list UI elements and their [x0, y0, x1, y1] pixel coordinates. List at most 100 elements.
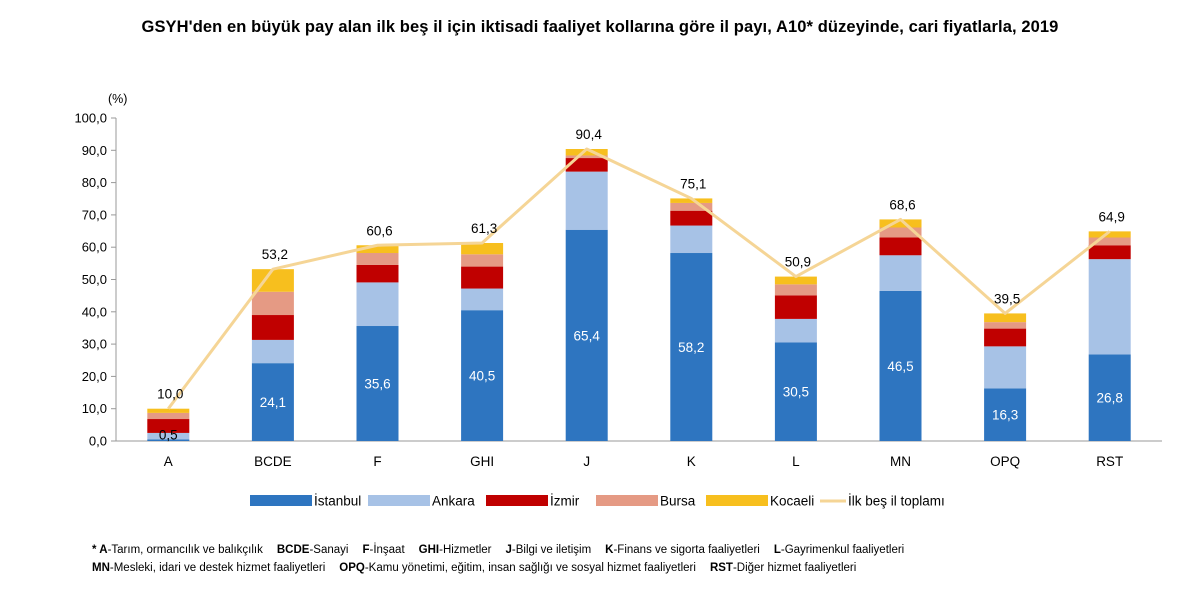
footnote-code: OPQ [339, 562, 365, 574]
bar-segment [251, 363, 294, 441]
bar-segment [565, 229, 608, 441]
x-tick-label: K [687, 454, 696, 469]
legend-label: İzmir [550, 494, 580, 509]
y-tick-label: 100,0 [74, 111, 107, 126]
footnote-item: J-Bilgi ve iletişim [506, 544, 592, 556]
bar-segment [984, 322, 1027, 329]
bar-segment [461, 266, 504, 289]
footnote-item: GHI-Hizmetler [419, 544, 492, 556]
footnote-text: -Gayrimenkul faaliyetleri [780, 544, 905, 556]
legend-item-ankara: Ankara [368, 494, 475, 509]
y-axis-unit: (%) [108, 92, 127, 106]
footnote-text: -Hizmetler [439, 544, 492, 556]
legend-swatch [486, 495, 548, 506]
bar-segment [461, 288, 504, 311]
bar-segment [984, 313, 1027, 323]
bar-segment [670, 253, 713, 441]
legend-item-bursa: Bursa [596, 494, 696, 509]
legend-item-total: İlk beş il toplamı [820, 494, 945, 509]
footnote-text: -Kamu yönetimi, eğitim, insan sağlığı ve… [364, 562, 696, 574]
bar-segment [461, 254, 504, 267]
footnote-item: MN-Mesleki, idari ve destek hizmet faali… [92, 562, 325, 574]
bar-segment [774, 276, 817, 285]
legend-label: İstanbul [314, 494, 361, 509]
x-tick-label: BCDE [254, 454, 292, 469]
data-labels: 0,5 24,1 35,6 40,5 65,4 58,2 30,5 46,5 16,3 26,8 1… [157, 127, 1125, 442]
x-tick-label: MN [890, 454, 911, 469]
legend-item-kocaeli: Kocaeli [706, 494, 814, 509]
legend-label: Ankara [432, 494, 475, 509]
bar-segment [1088, 354, 1131, 441]
legend-label: İlk beş il toplamı [848, 494, 945, 509]
footnote-line-2: MN-Mesleki, idari ve destek hizmet faali… [92, 559, 918, 577]
bar-segment [356, 245, 399, 254]
bar-segment [356, 264, 399, 283]
y-tick-label: 20,0 [82, 369, 107, 384]
bar-segment [251, 291, 294, 316]
y-tick-label: 30,0 [82, 337, 107, 352]
x-tick-label: GHI [470, 454, 494, 469]
bar-segment [774, 284, 817, 296]
bar-segment [1088, 259, 1131, 355]
footnote-item: K-Finans ve sigorta faaliyetleri [605, 544, 760, 556]
footnote-text: -Tarım, ormancılık ve balıkçılık [107, 544, 263, 556]
bar-segment [670, 225, 713, 254]
footnote-text: -Finans ve sigorta faaliyetleri [613, 544, 760, 556]
footnote-line-1: * A-Tarım, ormancılık ve balıkçılık BCDE-… [92, 541, 918, 559]
bar-segment [565, 155, 608, 159]
footnote: * A-Tarım, ormancılık ve balıkçılık BCDE-… [92, 541, 918, 577]
x-tick-label: OPQ [990, 454, 1020, 469]
bar-segment [356, 253, 399, 265]
istanbul-value-label: 24,1 [260, 395, 286, 410]
bar-segment [251, 315, 294, 340]
bar-segment [147, 412, 190, 420]
footnote-code: * A [92, 544, 108, 556]
legend-label: Kocaeli [770, 494, 814, 509]
footnote-item: L-Gayrimenkul faaliyetleri [774, 544, 904, 556]
x-tick-label: J [583, 454, 590, 469]
istanbul-value-label: 26,8 [1097, 391, 1123, 406]
legend-swatch [706, 495, 768, 506]
y-tick-label: 80,0 [82, 175, 107, 190]
total-value-label: 61,3 [471, 221, 497, 236]
bar-segment [461, 243, 504, 255]
bars [147, 149, 1131, 441]
footnote-text: -Mesleki, idari ve destek hizmet faaliye… [109, 562, 326, 574]
total-value-label: 60,6 [366, 223, 392, 238]
bar-segment [879, 255, 922, 291]
x-tick-label: F [373, 454, 381, 469]
x-tick-label: RST [1096, 454, 1123, 469]
total-value-label: 64,9 [1099, 209, 1125, 224]
footnote-item: * A-Tarım, ormancılık ve balıkçılık [92, 544, 263, 556]
istanbul-value-label: 30,5 [783, 385, 809, 400]
bar-segment [565, 158, 608, 172]
bar-segment [565, 149, 608, 156]
istanbul-value-label: 0,5 [159, 428, 178, 443]
bar-segment [670, 202, 713, 211]
chart: (%) 0,0 10,0 20,0 30,0 40,0 50,0 60,0 70,0 80,0 90… [74, 92, 1162, 509]
bar-segment [774, 318, 817, 343]
footnote-text: -Bilgi ve iletişim [511, 544, 592, 556]
y-tick-label: 70,0 [82, 207, 107, 222]
y-tick-label: 90,0 [82, 143, 107, 158]
bar-segment [565, 171, 608, 230]
chart-title: GSYH'den en büyük pay alan ilk beş il iç… [141, 18, 1059, 36]
bar-segment [461, 310, 504, 441]
bar-segment [879, 219, 922, 228]
bar-segment [147, 419, 190, 433]
footnote-text: -Diğer hizmet faaliyetleri [732, 562, 857, 574]
legend-item-izmir: İzmir [486, 494, 580, 509]
total-line-layer [167, 147, 1111, 410]
bar-segment [1088, 245, 1131, 260]
y-tick-label: 10,0 [82, 401, 107, 416]
istanbul-value-label: 46,5 [887, 359, 913, 374]
legend-item-istanbul: İstanbul [250, 494, 361, 509]
footnote-code: RST [709, 562, 733, 574]
footnote-code: L [773, 544, 781, 556]
bar-segment [984, 346, 1027, 389]
bar-segment [774, 295, 817, 319]
total-value-label: 50,9 [785, 255, 811, 270]
bar-segment [1088, 237, 1131, 246]
bar-segment [147, 408, 190, 413]
bar-segment [356, 326, 399, 441]
